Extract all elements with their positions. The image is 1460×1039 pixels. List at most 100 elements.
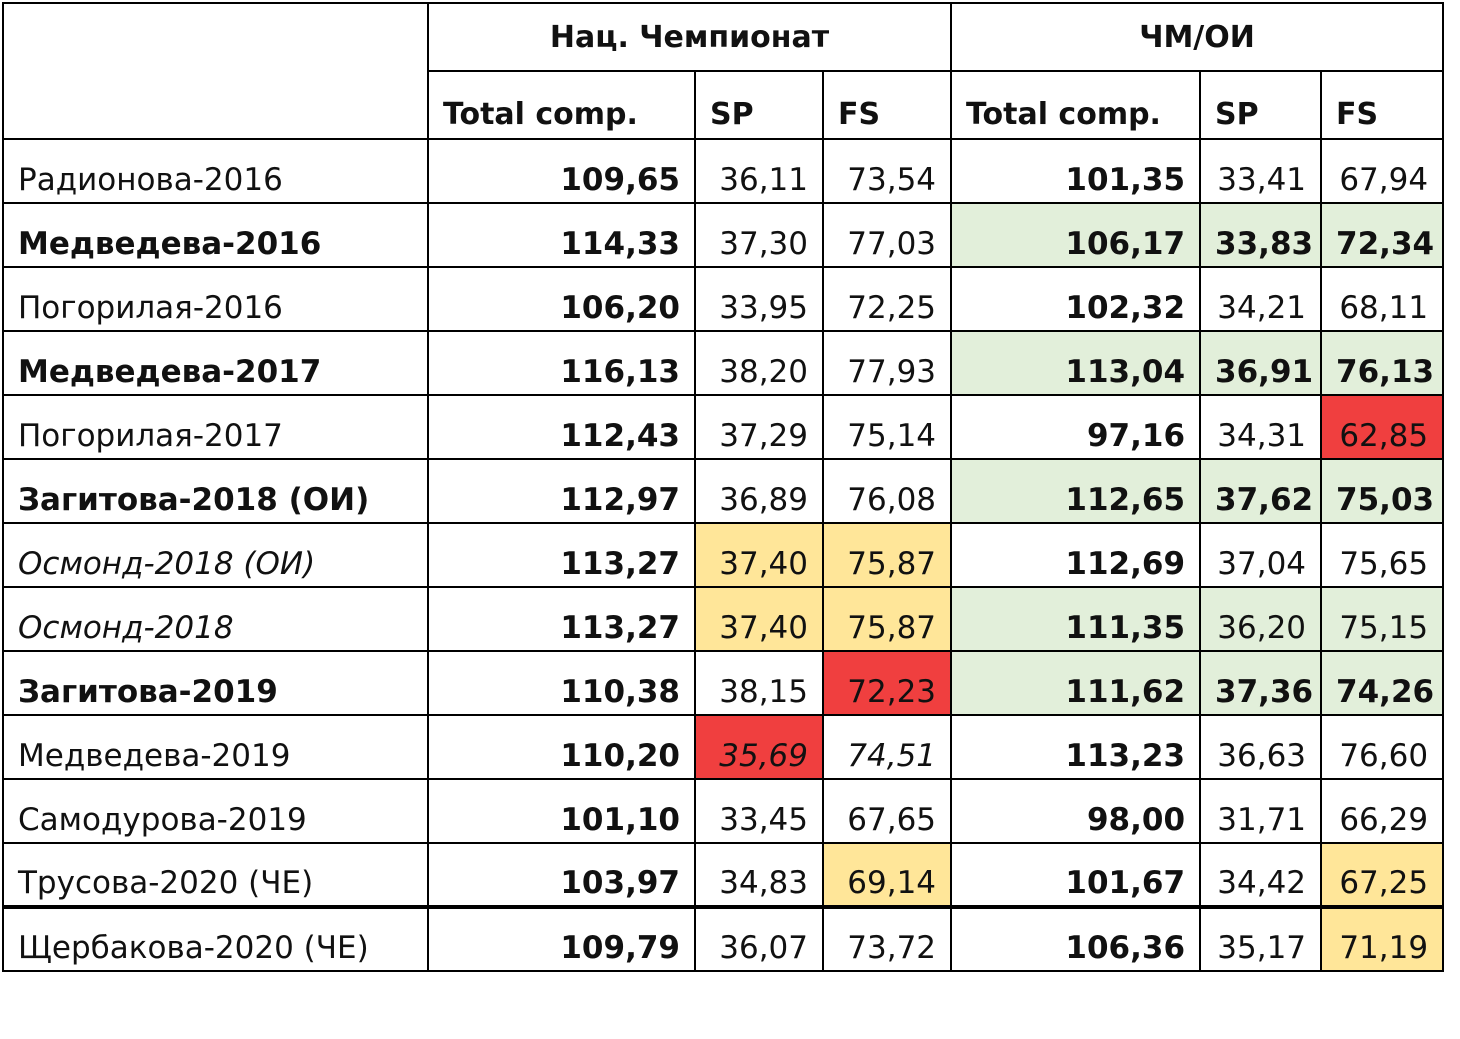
nat-total: 112,97 [427,458,696,524]
nat-fs: 76,08 [821,458,953,524]
wc-total: 98,00 [950,778,1202,844]
nat-total: 101,10 [427,778,696,844]
nat-sp: 37,30 [694,202,824,268]
table-row: Медведева-2017 116,13 38,20 77,93 113,04… [2,330,1445,396]
wc-sp: 37,36 [1199,650,1323,716]
nat-sp: 36,11 [694,138,824,204]
nat-fs: 69,14 [821,842,953,908]
skater-name: Осмонд-2018 [2,586,429,652]
wc-total: 97,16 [950,394,1202,460]
nat-sp: 37,40 [694,522,824,588]
nat-sp: 36,07 [694,905,824,972]
table-row: Щербакова-2020 (ЧЕ) 109,79 36,07 73,72 1… [2,905,1445,972]
nat-total: 103,97 [427,842,696,908]
wc-fs: 66,29 [1320,778,1445,844]
table-row: Медведева-2016 114,33 37,30 77,03 106,17… [2,202,1445,268]
nat-sp: 33,45 [694,778,824,844]
wc-sp: 33,41 [1199,138,1323,204]
nat-sp: 37,40 [694,586,824,652]
skater-name: Самодурова-2019 [2,778,429,844]
nat-fs: 74,51 [821,714,953,780]
table-row: Погорилая-2017 112,43 37,29 75,14 97,16 … [2,394,1445,460]
skater-name: Загитова-2019 [2,650,429,716]
wc-sp: 35,17 [1199,905,1323,972]
skater-name: Щербакова-2020 (ЧЕ) [2,905,429,972]
nat-sp: 34,83 [694,842,824,908]
wc-total: 113,23 [950,714,1202,780]
wc-sp: 36,63 [1199,714,1323,780]
col-header-wc-total: Total comp. [950,70,1202,140]
nat-sp: 37,29 [694,394,824,460]
nat-fs: 75,87 [821,522,953,588]
nat-total: 116,13 [427,330,696,396]
nat-total: 109,79 [427,905,696,972]
skater-name: Медведева-2016 [2,202,429,268]
wc-fs: 72,34 [1320,202,1445,268]
group-header-row: Нац. Чемпионат ЧМ/ОИ [2,2,1445,140]
skater-name: Погорилая-2017 [2,394,429,460]
nat-total: 110,20 [427,714,696,780]
nat-sp: 33,95 [694,266,824,332]
wc-total: 111,62 [950,650,1202,716]
table-row: Загитова-2019 110,38 38,15 72,23 111,62 … [2,650,1445,716]
wc-sp: 34,42 [1199,842,1323,908]
nat-fs: 75,87 [821,586,953,652]
wc-total: 111,35 [950,586,1202,652]
wc-sp: 37,04 [1199,522,1323,588]
wc-total: 101,67 [950,842,1202,908]
wc-total: 101,35 [950,138,1202,204]
table-row: Медведева-2019 110,20 35,69 74,51 113,23… [2,714,1445,780]
group-nat-header: Нац. Чемпионат [426,2,953,72]
table-row: Осмонд-2018 (ОИ) 113,27 37,40 75,87 112,… [2,522,1445,588]
nat-sp: 38,20 [694,330,824,396]
wc-fs: 76,60 [1320,714,1445,780]
col-header-nat-total: Total comp. [427,70,696,140]
wc-fs: 74,26 [1320,650,1445,716]
nat-sp: 36,89 [694,458,824,524]
nat-fs: 77,93 [821,330,953,396]
skater-name: Трусова-2020 (ЧЕ) [2,842,429,908]
col-header-wc-fs: FS [1320,70,1445,140]
table-row: Радионова-2016 109,65 36,11 73,54 101,35… [2,138,1445,204]
corner-cell [2,2,429,140]
skater-name: Осмонд-2018 (ОИ) [2,522,429,588]
wc-sp: 34,31 [1199,394,1323,460]
wc-fs: 67,25 [1320,842,1445,908]
results-table: Нац. Чемпионат ЧМ/ОИ Total comp. SP FS T… [2,2,1445,972]
nat-total: 113,27 [427,522,696,588]
wc-sp: 36,91 [1199,330,1323,396]
wc-total: 106,36 [950,905,1202,972]
nat-total: 112,43 [427,394,696,460]
wc-fs: 75,03 [1320,458,1445,524]
wc-fs: 75,65 [1320,522,1445,588]
column-header-row: Total comp. SP FS Total comp. SP FS [3,70,1445,140]
nat-fs: 67,65 [821,778,953,844]
wc-sp: 37,62 [1199,458,1323,524]
nat-total: 110,38 [427,650,696,716]
col-header-nat-sp: SP [694,70,824,140]
wc-fs: 71,19 [1320,905,1445,972]
col-header-wc-sp: SP [1199,70,1323,140]
wc-fs: 68,11 [1320,266,1445,332]
wc-sp: 33,83 [1199,202,1323,268]
wc-total: 106,17 [950,202,1202,268]
skater-name: Загитова-2018 (ОИ) [2,458,429,524]
wc-fs: 76,13 [1320,330,1445,396]
nat-fs: 73,54 [821,138,953,204]
wc-sp: 36,20 [1199,586,1323,652]
wc-total: 113,04 [950,330,1202,396]
table-row: Трусова-2020 (ЧЕ) 103,97 34,83 69,14 101… [2,842,1445,908]
nat-total: 114,33 [427,202,696,268]
wc-fs: 75,15 [1320,586,1445,652]
wc-total: 102,32 [950,266,1202,332]
nat-fs: 77,03 [821,202,953,268]
group-wc-header: ЧМ/ОИ [950,2,1445,72]
nat-fs: 73,72 [821,905,953,972]
nat-fs: 72,23 [821,650,953,716]
nat-total: 109,65 [427,138,696,204]
table-row: Самодурова-2019 101,10 33,45 67,65 98,00… [2,778,1445,844]
table-row: Осмонд-2018 113,27 37,40 75,87 111,35 36… [2,586,1445,652]
nat-total: 106,20 [427,266,696,332]
wc-total: 112,69 [950,522,1202,588]
wc-sp: 31,71 [1199,778,1323,844]
